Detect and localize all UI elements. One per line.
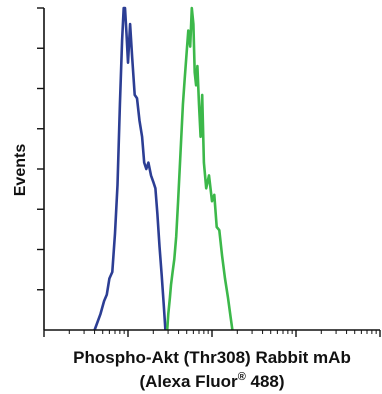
x-axis-label-line2-end: 488)	[246, 372, 285, 391]
x-axis-label-line2-registered: ®	[238, 371, 246, 383]
plot-lines	[93, 6, 234, 331]
series-line-1	[93, 6, 167, 331]
x-axis-label-line1: Phospho-Akt (Thr308) Rabbit mAb	[73, 348, 351, 367]
y-axis-label: Events	[12, 144, 29, 197]
axes	[43, 8, 380, 331]
series-line-2	[165, 6, 234, 331]
ticks	[37, 7, 381, 337]
x-axis-label-line2-main: (Alexa Fluor	[139, 372, 238, 391]
x-axis-label-line2: (Alexa Fluor® 488)	[139, 371, 284, 391]
